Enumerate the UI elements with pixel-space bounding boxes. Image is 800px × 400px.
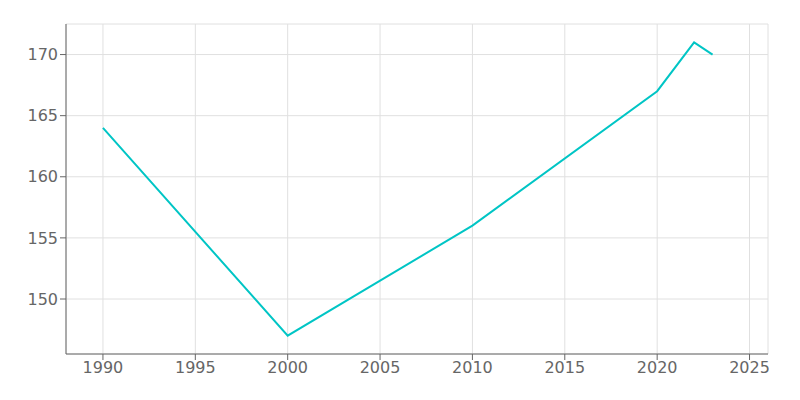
svg-text:2010: 2010: [452, 358, 493, 377]
svg-text:1995: 1995: [175, 358, 216, 377]
svg-text:170: 170: [27, 45, 58, 64]
svg-text:160: 160: [27, 167, 58, 186]
svg-text:2015: 2015: [544, 358, 585, 377]
svg-text:1990: 1990: [83, 358, 124, 377]
svg-text:2005: 2005: [360, 358, 401, 377]
svg-text:150: 150: [27, 290, 58, 309]
svg-text:165: 165: [27, 106, 58, 125]
svg-text:155: 155: [27, 229, 58, 248]
svg-text:2025: 2025: [729, 358, 770, 377]
svg-text:2000: 2000: [267, 358, 308, 377]
svg-text:2020: 2020: [637, 358, 678, 377]
